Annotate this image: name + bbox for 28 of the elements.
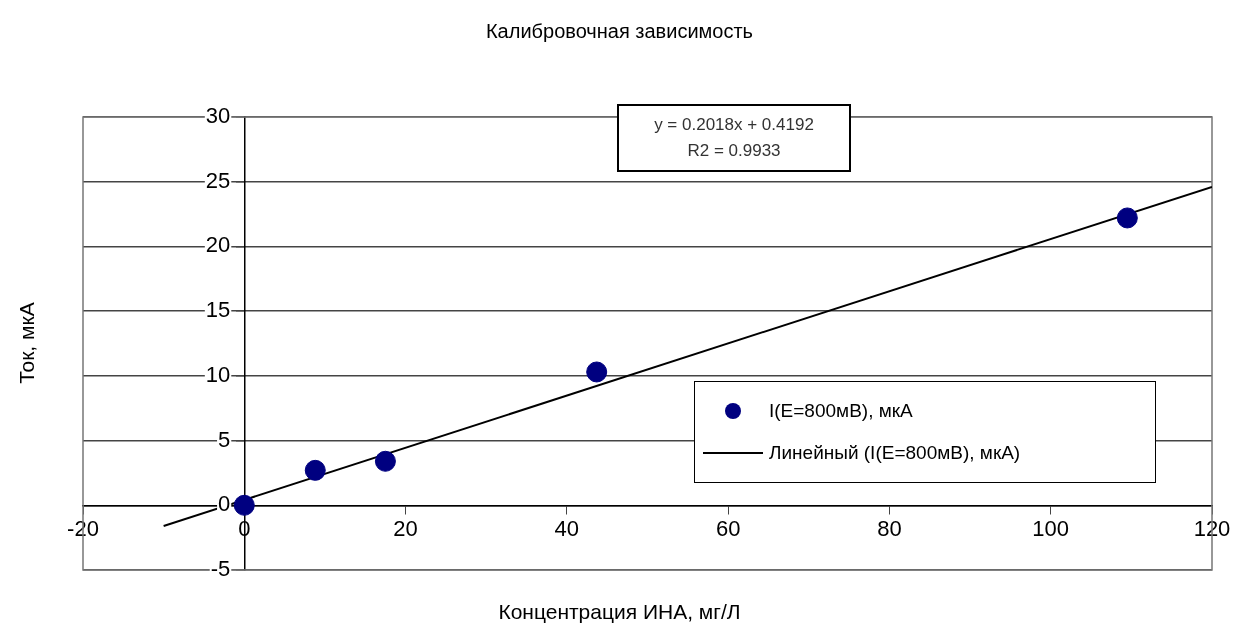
point [233,494,255,516]
y-tick-label: 10 [205,361,231,387]
y-tick-label: -5 [210,556,231,582]
x-tick-label: 120 [1193,515,1231,541]
legend-label: I(E=800мВ), мкА [769,400,913,422]
y-tick-label: 15 [205,297,231,323]
point [304,459,326,481]
legend-label: Линейный (I(E=800мВ), мкА) [769,442,1021,464]
y-axis-title: Ток, мкА [15,302,39,384]
equation-box: y = 0.2018x + 0.4192 R2 = 0.9933 [617,104,851,172]
y-tick-label: 20 [205,232,231,258]
point [374,450,396,472]
x-tick-label: -20 [67,515,99,541]
y-tick-label: 0 [218,491,231,517]
x-tick-label: 100 [1032,515,1070,541]
annotation: y = 0.2018x + 0.4192 [653,114,815,136]
point [586,361,608,383]
y-tick-label: 30 [205,103,231,129]
x-tick-label: 20 [393,515,418,541]
x-tick-label: 60 [715,515,741,541]
chart-title: Калибровочная зависимость [484,20,755,43]
y-tick-label: 25 [205,167,231,193]
x-axis-title: Концентрация ИНА, мг/Л [497,600,742,624]
point [1116,207,1138,229]
x-tick-label: 40 [554,515,580,541]
x-tick-label: 80 [877,515,902,541]
annotation: R2 = 0.9933 [686,140,782,162]
y-tick-label: 5 [218,426,231,452]
